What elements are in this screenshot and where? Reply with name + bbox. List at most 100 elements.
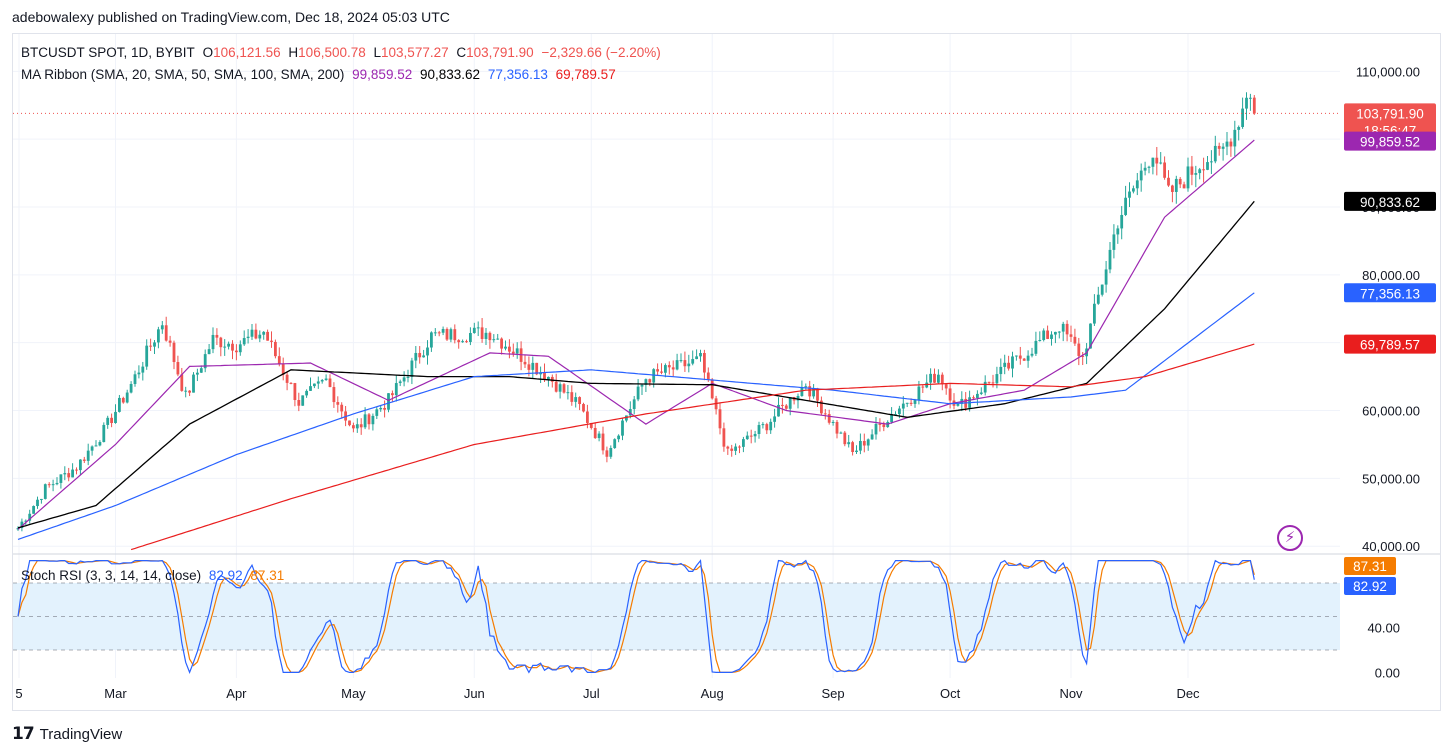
candle-body: [648, 379, 652, 383]
x-tick-label: Jun: [464, 686, 485, 701]
low-label: L: [373, 45, 382, 60]
candle-body: [609, 448, 613, 457]
candle-body: [812, 388, 815, 397]
open-label: O: [202, 45, 214, 60]
candle-body: [944, 384, 948, 389]
candle-body: [765, 424, 769, 431]
footer-brand[interactable]: 𝟭𝟳 TradingView: [12, 724, 122, 744]
candle-body: [430, 332, 433, 348]
candle-body: [32, 506, 35, 514]
candle-body: [574, 397, 578, 402]
footer-brand-label: TradingView: [39, 725, 123, 743]
candle-body: [36, 499, 39, 507]
candle-body: [761, 424, 765, 426]
candle-body: [316, 381, 320, 384]
candle-body: [1116, 228, 1120, 235]
candle-body: [188, 390, 191, 393]
candle-body: [281, 364, 285, 375]
stoch-k-line: [17, 559, 1255, 674]
stoch-d-tag-bg: [1344, 557, 1396, 575]
candle-body: [808, 386, 812, 397]
lightning-icon[interactable]: ⚡: [1277, 525, 1303, 551]
candle-body: [149, 345, 152, 347]
candle-body: [114, 411, 117, 424]
candle-body: [1073, 336, 1077, 344]
candle-body: [1163, 162, 1166, 178]
candle-body: [640, 384, 644, 387]
candle-body: [270, 340, 273, 342]
symbol-label[interactable]: BTCUSDT SPOT, 1D, BYBIT: [21, 45, 195, 60]
candle-body: [835, 421, 839, 434]
candle-body: [102, 424, 106, 443]
candle-body: [20, 521, 24, 528]
candle-body: [157, 329, 160, 343]
candle-body: [24, 520, 28, 522]
x-tick-label: Aug: [701, 686, 724, 701]
candle-body: [82, 459, 86, 461]
candle-body: [211, 334, 215, 350]
candle-body: [632, 399, 636, 410]
candle-body: [63, 473, 67, 475]
candle-body: [847, 442, 851, 445]
candle-body: [1128, 191, 1131, 198]
stoch-k-tag-text: 82.92: [1353, 579, 1387, 594]
candle-body: [547, 376, 550, 380]
candle-body: [47, 484, 51, 486]
candle-body: [788, 397, 792, 409]
candle-body: [796, 396, 800, 401]
stoch-title[interactable]: Stoch RSI (3, 3, 14, 14, close): [21, 568, 202, 583]
candle-body: [1034, 340, 1038, 354]
candle-body: [1155, 157, 1159, 164]
candle-body: [110, 417, 113, 424]
osc-tick-label: 40.00: [1367, 621, 1400, 636]
candle-body: [687, 363, 691, 367]
ma200-tag-bg: [1344, 334, 1436, 354]
candle-body: [1252, 97, 1256, 114]
candle-body: [816, 388, 819, 401]
candle-body: [660, 371, 663, 373]
candle-body: [246, 336, 250, 339]
candle-body: [515, 348, 519, 354]
candle-body: [219, 337, 223, 348]
candle-body: [488, 332, 492, 341]
candle-body: [196, 372, 199, 375]
candle-body: [1135, 180, 1139, 189]
candle-body: [523, 361, 527, 365]
candle-body: [192, 374, 195, 393]
candle-body: [375, 409, 379, 416]
x-tick-label: Mar: [104, 686, 127, 701]
candle-body: [742, 439, 745, 447]
ma-ribbon-title[interactable]: MA Ribbon (SMA, 20, SMA, 50, SMA, 100, S…: [21, 67, 345, 82]
candle-body: [363, 414, 367, 428]
candle-body: [106, 417, 110, 425]
candle-body: [781, 404, 784, 406]
close-label: C: [456, 45, 467, 60]
candle-body: [289, 382, 293, 384]
last-price-tag-bg: [1344, 103, 1436, 140]
high-label: H: [288, 45, 299, 60]
open-value: 106,121.56: [213, 45, 281, 60]
candle-body: [414, 352, 418, 361]
candle-body: [476, 327, 480, 329]
candle-body: [671, 367, 675, 370]
candle-body: [894, 414, 897, 416]
candle-body: [1213, 145, 1217, 162]
candle-body: [324, 378, 328, 381]
candle-body: [223, 346, 227, 348]
ma100-line: [17, 292, 1255, 540]
candle-body: [1057, 331, 1061, 333]
candle-body: [870, 434, 874, 440]
candle-body: [1178, 178, 1182, 185]
candle-body: [394, 383, 398, 396]
candle-body: [511, 351, 515, 354]
ma100-tag-text: 77,356.13: [1360, 286, 1420, 301]
candle-body: [1065, 323, 1069, 335]
candle-body: [901, 403, 905, 409]
candle-body: [398, 381, 402, 384]
candle-body: [301, 395, 305, 406]
candle-body: [769, 421, 773, 431]
x-tick-label: Jul: [583, 686, 600, 701]
candle-body: [203, 354, 207, 369]
candle-body: [125, 392, 129, 403]
